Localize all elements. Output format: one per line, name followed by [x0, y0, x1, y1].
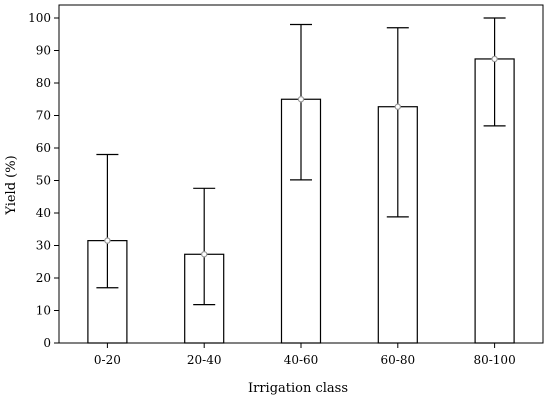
x-axis-label: Irrigation class: [248, 381, 348, 396]
tick-labels: 0 10 20 30 40 50 60 70 80 90 100 0-20 20-40 40-60 60-8…: [28, 11, 516, 367]
y-tick-label: 60: [36, 141, 51, 155]
x-tick-label: 60-80: [381, 353, 416, 367]
bar: [87, 240, 128, 344]
bar: [474, 58, 515, 344]
y-tick-label: 10: [36, 304, 51, 318]
x-tick-label: 40-60: [284, 353, 319, 367]
x-tick-label: 0-20: [94, 353, 121, 367]
mean-marker: [394, 103, 401, 110]
mean-marker: [491, 55, 498, 63]
y-tick-label: 0: [43, 336, 51, 350]
y-tick-label: 80: [36, 76, 51, 90]
y-tick-label: 90: [36, 44, 51, 58]
mean-markers: [104, 55, 498, 258]
y-tick-label: 30: [36, 239, 51, 253]
mean-marker: [104, 237, 111, 244]
y-tick-label: 20: [36, 271, 51, 285]
x-tick-label: 80-100: [473, 353, 515, 367]
y-tick-label: 100: [28, 11, 51, 25]
y-tick-label: 40: [36, 206, 51, 220]
mean-marker: [297, 96, 305, 103]
mean-marker: [200, 251, 208, 258]
y-tick-label: 70: [36, 109, 51, 123]
x-tick-label: 20-40: [187, 353, 222, 367]
y-axis-label: Yield (%): [4, 155, 19, 215]
error-bars: [96, 17, 506, 306]
y-tick-label: 50: [36, 174, 51, 188]
